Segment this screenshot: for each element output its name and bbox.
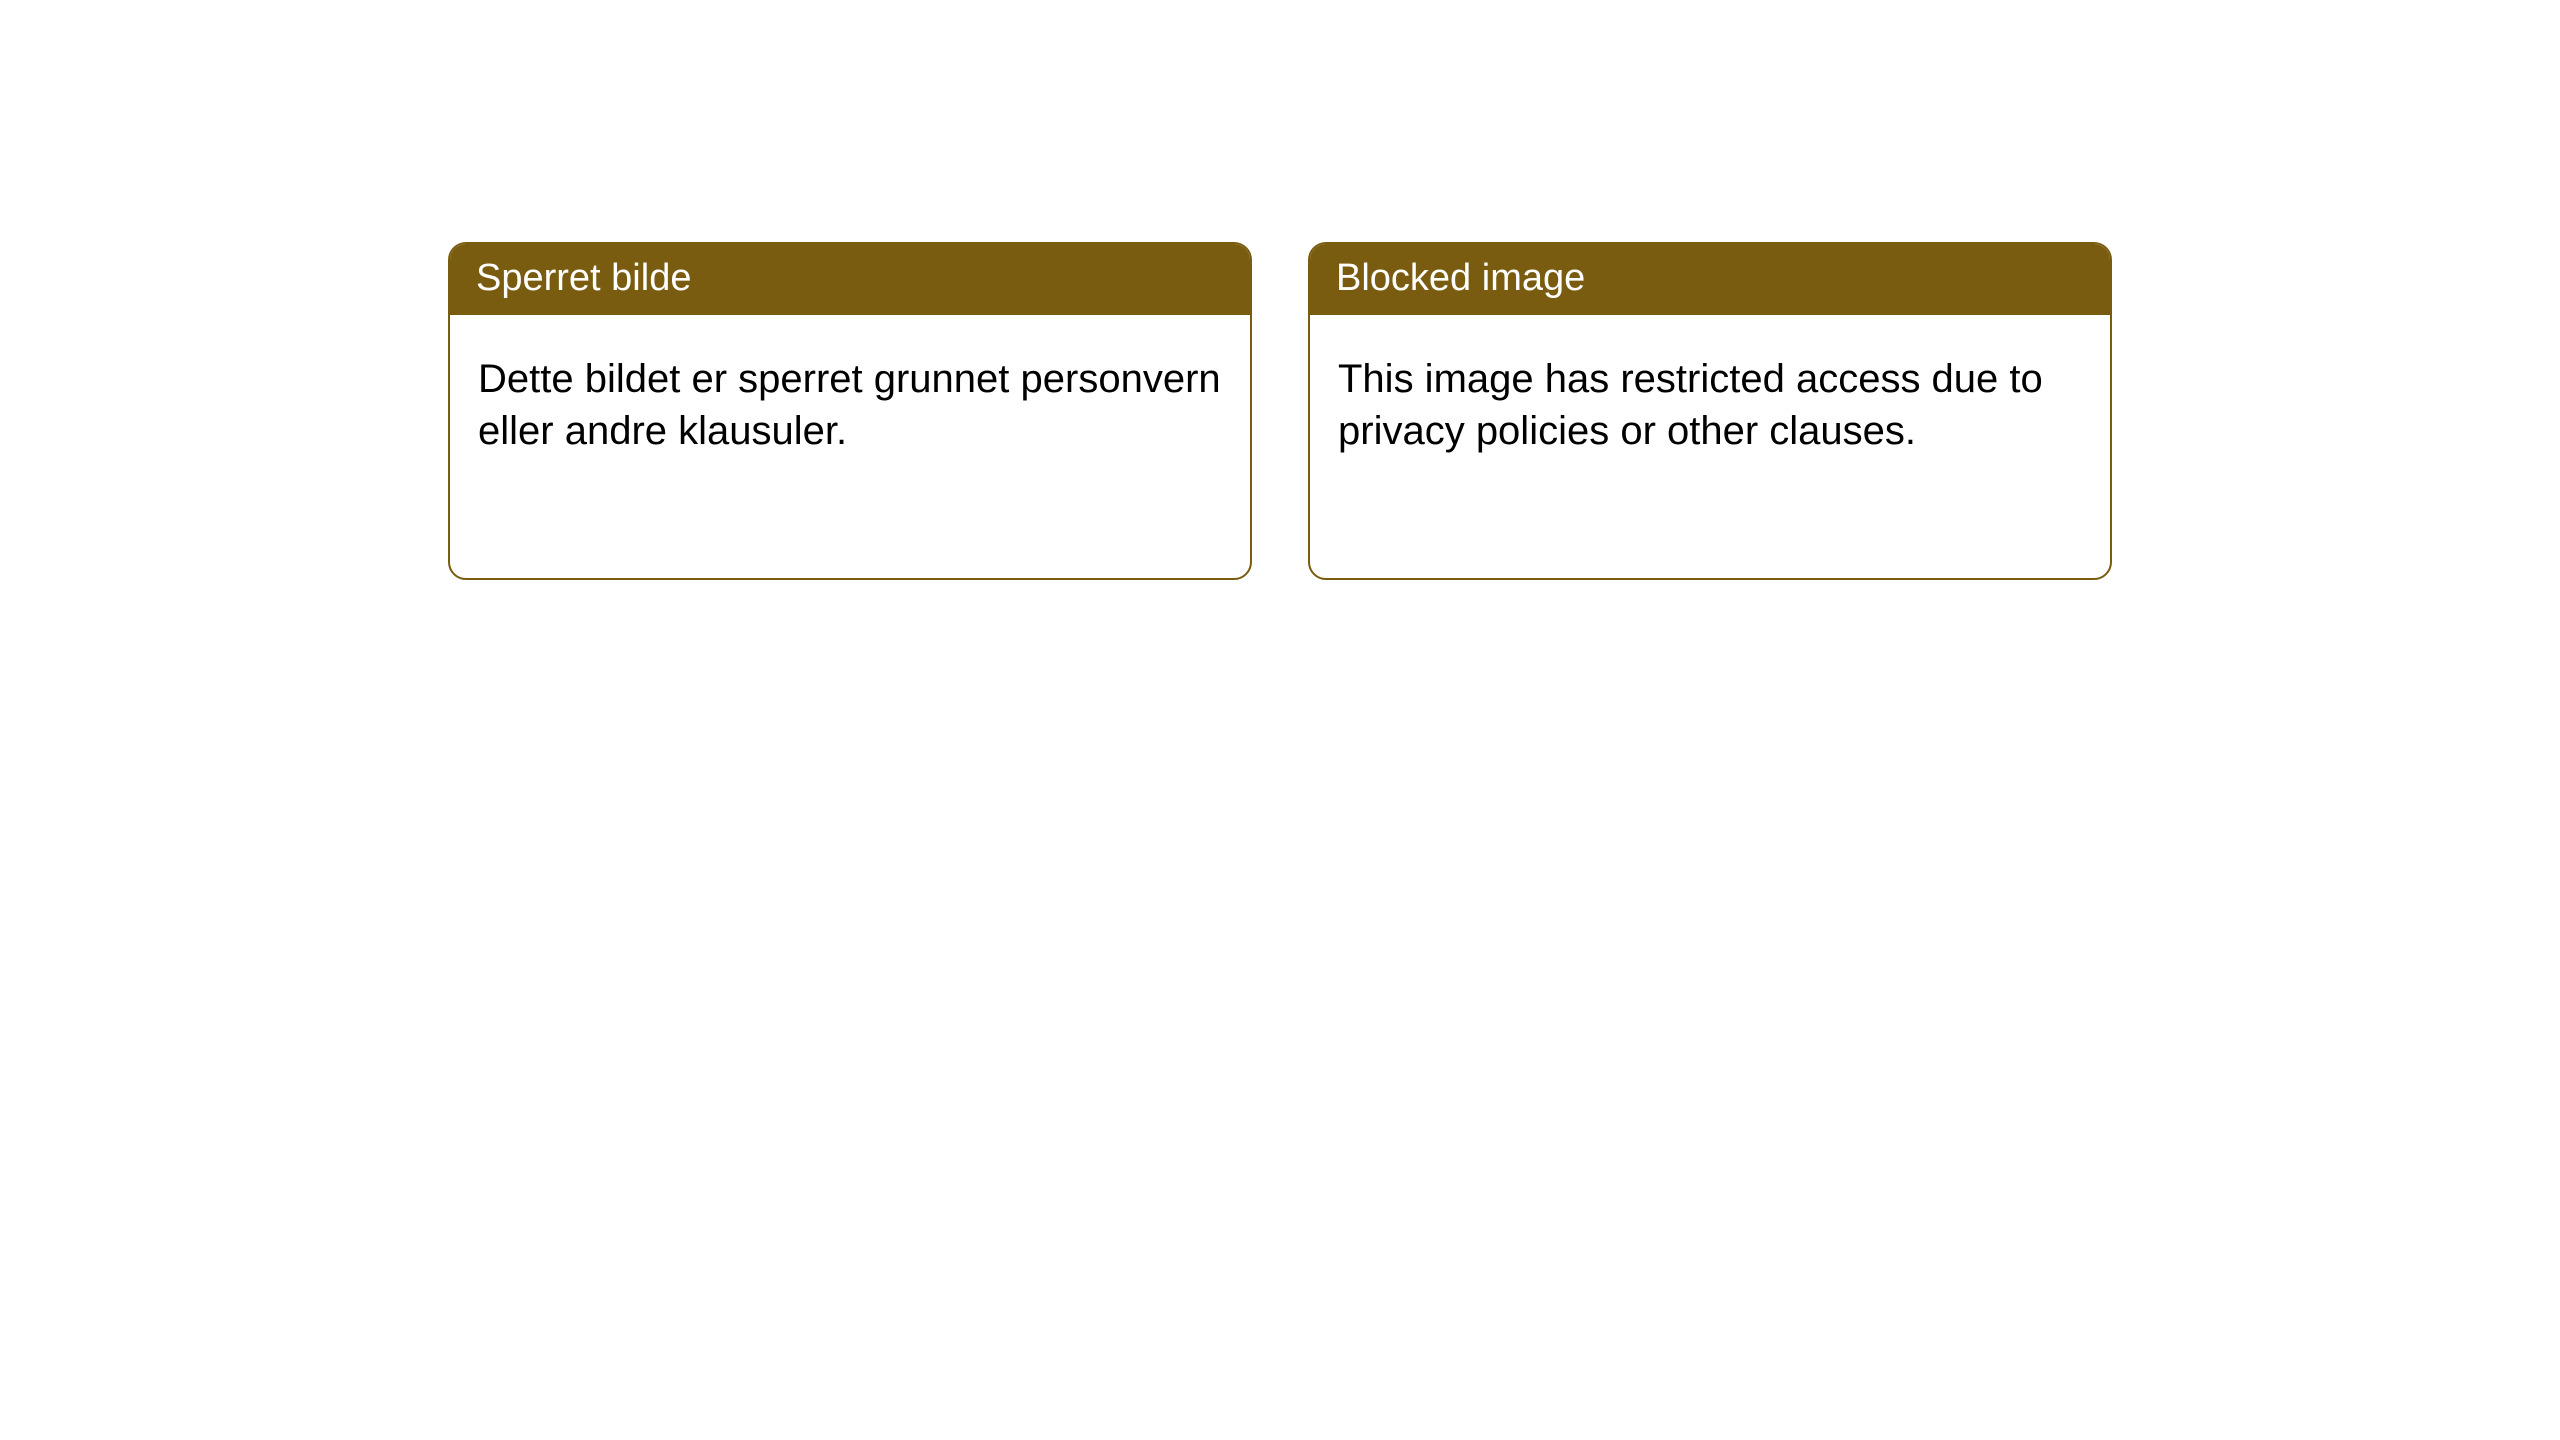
notice-title: Sperret bilde <box>450 244 1250 315</box>
notice-box-english: Blocked image This image has restricted … <box>1308 242 2112 580</box>
notice-box-norwegian: Sperret bilde Dette bildet er sperret gr… <box>448 242 1252 580</box>
notices-container: Sperret bilde Dette bildet er sperret gr… <box>0 0 2560 580</box>
notice-body: This image has restricted access due to … <box>1310 315 2110 485</box>
notice-body: Dette bildet er sperret grunnet personve… <box>450 315 1250 485</box>
notice-title: Blocked image <box>1310 244 2110 315</box>
